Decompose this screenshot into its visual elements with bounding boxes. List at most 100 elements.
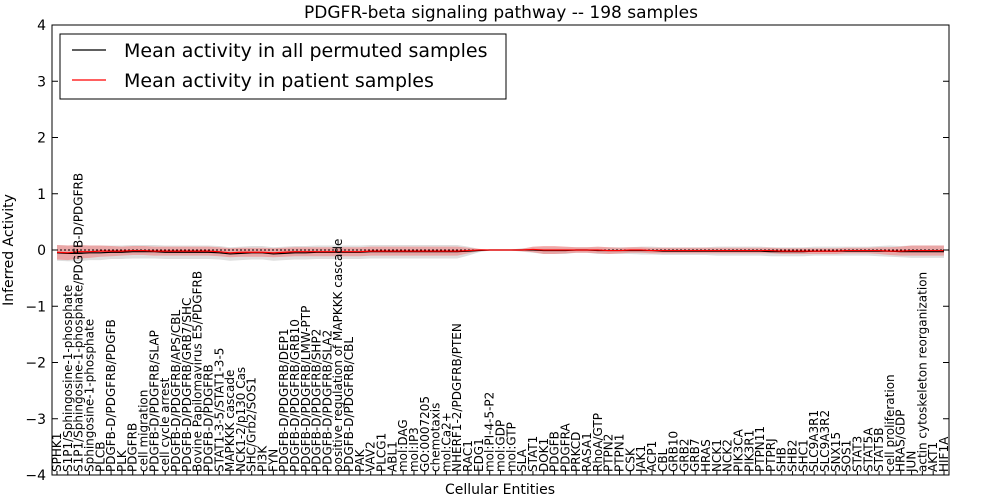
x-category-label: PDGFB-D/PDGFRB/CBL <box>342 337 356 472</box>
y-tick-label: −2 <box>25 356 46 372</box>
x-category-label: GRB7 <box>688 438 702 472</box>
x-category-label: cell cycle arrest <box>158 377 172 472</box>
series-line-patient <box>56 248 944 254</box>
y-axis-ticks: 4 3 2 1 0 −1 −2 −3 −4 <box>25 18 949 484</box>
x-category-label: PRKCD <box>569 432 583 472</box>
x-category-label: EDG1 <box>472 438 486 472</box>
x-category-label: STAT5A <box>861 427 875 472</box>
x-category-label: JAK1 <box>634 445 648 473</box>
x-category-label: ACP1 <box>645 441 659 472</box>
x-axis-label: Cellular Entities <box>445 482 555 498</box>
x-category-label: SHC/Grb2/SOS1 <box>245 377 259 472</box>
x-category-label: PDGFB-D/PDGFRB/APS/CBL <box>169 309 183 472</box>
x-category-label: PLCB <box>93 441 107 472</box>
x-category-label: AKT1 <box>926 442 940 472</box>
x-category-label: SHB2 <box>786 439 800 472</box>
x-category-label: PDGFB-D/PDGFRB/SHP2 <box>310 329 324 472</box>
x-category-label: SLC9A3R2 <box>818 410 832 472</box>
y-tick-label: 4 <box>37 18 46 34</box>
x-category-label: JUN <box>905 451 919 473</box>
x-category-label: PTPN1 <box>612 434 626 472</box>
x-category-label: SLC9A3R1 <box>807 410 821 472</box>
x-category-label: STAT1 <box>526 436 540 472</box>
x-category-label: mol:Ca2+ <box>439 412 453 472</box>
x-category-label: PDGFRB <box>126 423 140 472</box>
x-category-label: NCK2 <box>721 439 735 472</box>
x-category-label: PAK <box>353 448 367 472</box>
x-category-label: PDGFB-D/PDGFRB/GRB10 <box>288 319 302 472</box>
x-category-label: cell migration <box>137 390 151 472</box>
y-tick-label: −1 <box>25 299 46 315</box>
x-category-label: SHB <box>775 447 789 472</box>
x-category-label: HRAS/GDP <box>894 409 908 472</box>
x-category-label: PIK3CA <box>731 428 745 472</box>
x-category-label: S1P1/Sphingosine-1-phosphate <box>61 285 75 472</box>
x-category-label: FYN <box>266 449 280 472</box>
x-category-label: PDGFB-D/PDGFRB/LMW-PTP <box>299 306 313 472</box>
x-category-label: positive regulation of MAPKKK cascade <box>331 239 345 472</box>
x-category-label: mol:GTP <box>504 422 518 472</box>
x-category-label: PI3K <box>256 445 270 472</box>
x-category-label: RASA1 <box>580 432 594 472</box>
x-category-label: PDGFB-D/PDGFRB/DEP1 <box>277 328 291 472</box>
y-tick-label: 3 <box>37 74 46 90</box>
x-category-label: NCK1 <box>710 439 724 472</box>
x-category-label: CBL <box>656 448 670 472</box>
x-category-label: mol:IP3 <box>407 427 421 472</box>
x-category-label: PDGFB-D/PDGFRB/GRB7/SHC <box>180 298 194 472</box>
x-category-label: DOK1 <box>537 438 551 472</box>
x-category-label: actin cytoskeleton reorganization <box>915 272 929 472</box>
x-category-label: HRAS <box>699 439 713 472</box>
x-category-label: PLK <box>115 449 129 472</box>
x-category-label: MAPKKK cascade <box>223 370 237 472</box>
x-category-label: GRB10 <box>667 431 681 472</box>
x-category-label: chemotaxis <box>429 403 443 472</box>
x-category-label: cell proliferation <box>883 374 897 472</box>
x-category-label: HIF1A <box>937 436 951 472</box>
x-category-label: PLCG1 <box>375 433 389 472</box>
x-category-label: SHC1 <box>796 439 810 472</box>
x-category-label: PTPN11 <box>753 426 767 472</box>
x-category-label: NCK1-2/p130 Cas <box>234 367 248 472</box>
y-tick-label: 0 <box>37 243 46 259</box>
x-axis-category-labels: SPHK1S1P1/Sphingosine-1-phosphateS1P1/Sp… <box>50 173 951 475</box>
x-category-label: CSK <box>623 447 637 472</box>
y-tick-label: 2 <box>37 131 46 147</box>
y-axis-label: Inferred Activity <box>1 194 17 306</box>
y-tick-label: −4 <box>25 468 46 484</box>
legend-label-patient: Mean activity in patient samples <box>124 70 434 92</box>
x-category-label: PDGFB-D/PDGFRB/SLAP <box>147 330 161 472</box>
x-category-label: PDGFB-D/PDGFRB/PDGFB <box>104 319 118 472</box>
x-category-label: PTPN2 <box>602 434 616 472</box>
x-category-label: Sphingosine-1-phosphate <box>82 319 96 472</box>
x-category-label: PTPRJ <box>764 438 778 472</box>
x-category-label: mol:DAG <box>396 419 410 472</box>
x-category-label: GO:0007205 <box>418 396 432 472</box>
x-category-label: PDGFRA <box>558 422 572 472</box>
legend-box <box>59 33 507 100</box>
x-category-label: S1P1/Sphingosine-1-phosphate/PDGFB-D/PDG… <box>72 173 86 472</box>
x-category-label: PDGFB <box>548 431 562 472</box>
legend-label-permuted: Mean activity in all permuted samples <box>124 40 487 62</box>
x-category-label: VAV2 <box>364 441 378 472</box>
x-category-label: NHERF1-2/PDGFRB/PTEN <box>450 323 464 472</box>
x-category-label: RAC1 <box>461 440 475 472</box>
series-lines <box>56 248 944 255</box>
band-patient <box>57 244 944 261</box>
x-category-label: PDGFB-D/PDGFRB/SLA2 <box>320 330 334 472</box>
confidence-bands <box>52 244 949 262</box>
x-category-label: PIK3R1 <box>742 430 756 472</box>
x-category-label: Bovine Papilomavirus E5/PDGFRB <box>191 271 205 472</box>
y-tick-label: 1 <box>37 187 46 203</box>
x-category-label: STAT1-3-5/STAT1-3-5 <box>212 348 226 472</box>
chart-title: PDGFR-beta signaling pathway -- 198 samp… <box>304 3 698 23</box>
x-category-label: mol:PI-4-5-P2 <box>483 392 497 472</box>
x-category-label: GRB2 <box>677 438 691 472</box>
x-category-label: SOS1 <box>840 440 854 472</box>
x-category-label: mol:GDP <box>494 420 508 472</box>
x-category-label: RhoA/GTP <box>591 413 605 472</box>
x-category-label: STAT3 <box>850 436 864 472</box>
x-category-label: STAT5B <box>872 428 886 473</box>
x-category-label: SNX15 <box>829 432 843 472</box>
